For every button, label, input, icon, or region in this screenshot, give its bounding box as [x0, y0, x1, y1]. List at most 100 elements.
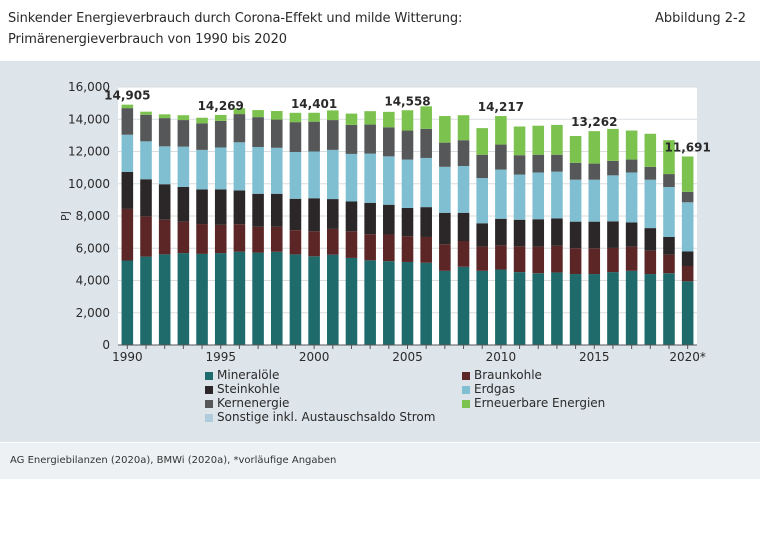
bar-segment-2009-steinkohle [476, 223, 488, 247]
total-data-label: 14,401 [291, 97, 337, 111]
legend-label: Erdgas [474, 382, 516, 396]
bar-segment-1994-steinkohle [196, 189, 208, 225]
bar-segment-2001-erneuerbare-energien [327, 110, 339, 121]
bar-segment-2014-erdgas [569, 179, 582, 222]
legend-label: Erneuerbare Energien [474, 396, 606, 410]
chart-panel: 0 2,000 4,000 6,000 8,000 10,000 12,000 14,000 1… [0, 61, 760, 442]
stacked-bar-chart: 0 2,000 4,000 6,000 8,000 10,000 12,000 14,000 1… [59, 80, 711, 364]
bar-segment-1993-braunkohle [177, 221, 190, 254]
bar-segment-2005-erdgas [401, 159, 414, 208]
bar-segment-1990-kernenergie [121, 108, 134, 135]
bar-segment-2020-mineral-le [681, 281, 694, 345]
bar-segment-2013-steinkohle [551, 218, 563, 246]
bar-segment-1998-steinkohle [270, 193, 283, 227]
bar-segment-1994-kernenergie [196, 123, 208, 150]
bar-segment-2002-braunkohle [345, 231, 358, 258]
bar-segment-2008-mineral-le [457, 266, 470, 345]
bar-segment-2016-kernenergie [607, 160, 619, 176]
bar-segment-2017-mineral-le [625, 270, 638, 345]
bar-segment-2018-kernenergie [644, 166, 657, 180]
bar-segment-2013-kernenergie [551, 154, 563, 172]
chart-footer: AG Energiebilanzen (2020a), BMWi (2020a)… [0, 443, 760, 479]
legend-swatch [462, 400, 470, 408]
bar-segment-1995-erneuerbare-energien [214, 114, 227, 121]
bar-segment-1993-steinkohle [177, 186, 190, 222]
y-tick-label: 0 [102, 338, 110, 352]
bar-segment-1995-mineral-le [214, 253, 227, 345]
bar-segment-2006-mineral-le [420, 262, 432, 345]
bar-segment-1996-kernenergie [233, 114, 246, 143]
bar-segment-2020-erdgas [681, 202, 694, 252]
bar-segment-1992-braunkohle [158, 219, 171, 255]
legend-swatch [205, 414, 213, 422]
bar-segment-2015-erdgas [588, 179, 601, 222]
x-tick-label: 2015 [579, 350, 610, 364]
bar-segment-2020-steinkohle [681, 251, 694, 266]
x-tick-label: 2010 [486, 350, 517, 364]
legend-label: Braunkohle [474, 368, 542, 382]
bar-segment-2006-erdgas [420, 157, 432, 208]
legend-label: Mineralöle [217, 368, 280, 382]
bar-segment-2014-braunkohle [569, 248, 582, 275]
bar-segment-2007-kernenergie [439, 142, 451, 167]
bar-segment-2015-erneuerbare-energien [588, 131, 601, 164]
bar-segment-2012-braunkohle [532, 246, 545, 274]
bar-segment-2002-mineral-le [345, 257, 358, 345]
bar-segment-2008-braunkohle [457, 240, 470, 267]
y-tick-label: 2,000 [76, 306, 110, 320]
bar-segment-1990-steinkohle [121, 171, 134, 209]
bar-segment-2002-kernenergie [345, 124, 358, 154]
x-tick-label: 1990 [112, 350, 143, 364]
legend-swatch [205, 386, 213, 394]
bar-segment-2004-mineral-le [383, 261, 395, 345]
bar-segment-2007-erneuerbare-energien [439, 116, 451, 143]
bar-segment-2017-erdgas [625, 172, 638, 223]
bar-segment-2003-braunkohle [364, 234, 376, 261]
bar-segment-2007-erdgas [439, 166, 451, 213]
y-tick-label: 16,000 [68, 80, 110, 94]
bar-segment-2007-steinkohle [439, 212, 451, 245]
bar-segment-2002-steinkohle [345, 201, 358, 232]
bar-segment-2011-braunkohle [513, 246, 526, 273]
x-tick-label: 2020* [669, 350, 706, 364]
bar-segment-1993-erdgas [177, 146, 190, 187]
x-tick-label: 1995 [205, 350, 236, 364]
bar-segment-2018-steinkohle [644, 228, 657, 251]
bar-segment-1994-mineral-le [196, 253, 208, 345]
bar-segment-2019-braunkohle [663, 254, 675, 274]
bar-segment-1999-erneuerbare-energien [289, 112, 302, 123]
bar-segment-2017-kernenergie [625, 159, 638, 173]
legend-swatch [462, 386, 470, 394]
bar-segment-2000-mineral-le [308, 256, 320, 345]
chart-header: Sinkender Energieverbrauch durch Corona-… [0, 0, 760, 60]
bar-segment-2000-erneuerbare-energien [308, 112, 320, 122]
bar-segment-1994-braunkohle [196, 224, 208, 254]
bar-segment-2000-erdgas [308, 151, 320, 199]
bar-segment-2008-erneuerbare-energien [457, 115, 470, 141]
bar-segment-1998-braunkohle [270, 226, 283, 252]
bar-segment-2005-erneuerbare-energien [401, 110, 414, 131]
bar-segment-1992-erdgas [158, 146, 171, 185]
source-note: AG Energiebilanzen (2020a), BMWi (2020a)… [10, 455, 337, 466]
bar-segment-2008-steinkohle [457, 212, 470, 241]
y-tick-label: 8,000 [76, 209, 110, 223]
bar-segment-2003-erdgas [364, 153, 376, 203]
bar-segment-2011-kernenergie [513, 155, 526, 175]
bar-segment-2004-steinkohle [383, 204, 395, 235]
bar-segment-1999-erdgas [289, 151, 302, 199]
bar-segment-2013-erneuerbare-energien [551, 124, 563, 155]
bar-segment-2016-steinkohle [607, 221, 619, 248]
bar-segment-2011-steinkohle [513, 219, 526, 247]
bar-segment-2009-mineral-le [476, 270, 488, 345]
bar-segment-1996-braunkohle [233, 224, 246, 252]
bar-segment-2008-kernenergie [457, 140, 470, 167]
bar-segment-2006-kernenergie [420, 128, 432, 158]
legend-swatch [205, 400, 213, 408]
bar-segment-2010-kernenergie [495, 144, 507, 170]
bar-segment-2019-erneuerbare-energien [663, 140, 675, 175]
bar-segment-2004-kernenergie [383, 127, 395, 157]
bar-segment-2000-braunkohle [308, 231, 320, 257]
bar-segment-2016-braunkohle [607, 247, 619, 273]
bar-segment-2001-braunkohle [327, 228, 339, 255]
bar-segment-1992-mineral-le [158, 254, 171, 345]
